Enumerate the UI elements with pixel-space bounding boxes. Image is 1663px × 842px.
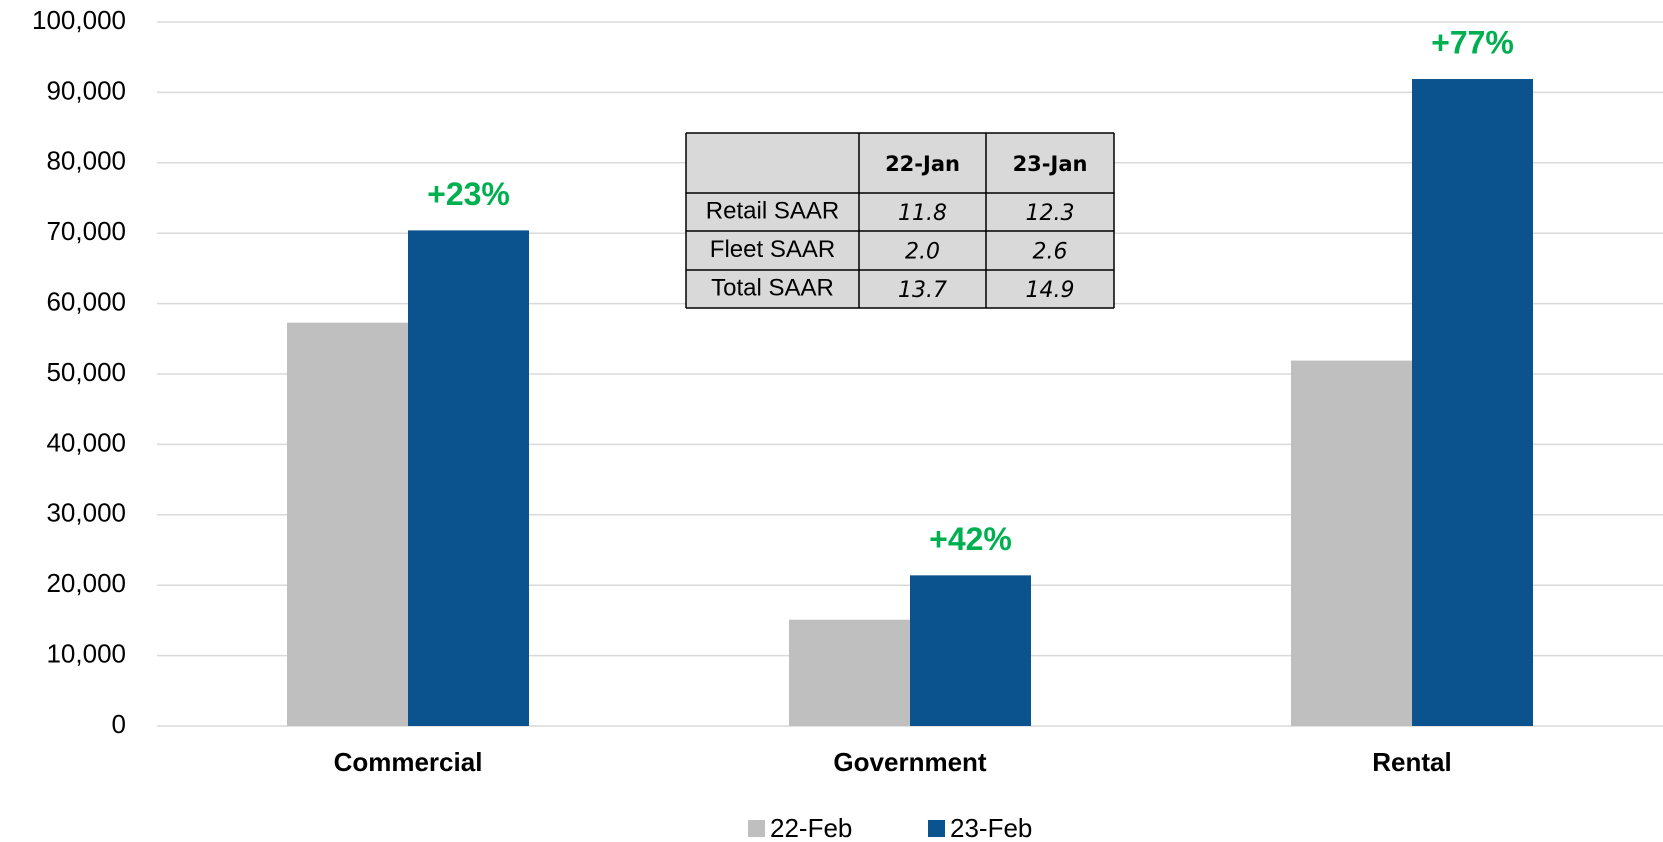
y-tick-label: 100,000 <box>32 5 126 35</box>
table-row-label: Retail SAAR <box>706 197 839 224</box>
table-cell: 13.7 <box>898 278 947 303</box>
table-row-label: Fleet SAAR <box>710 236 835 263</box>
y-tick-label: 40,000 <box>46 427 126 457</box>
x-tick-label: Rental <box>1372 747 1451 777</box>
x-tick-label: Government <box>833 747 986 777</box>
table-cell: 14.9 <box>1026 278 1075 303</box>
table-cell: 2.6 <box>1033 240 1068 265</box>
bar <box>408 230 529 726</box>
y-tick-label: 10,000 <box>46 638 126 668</box>
table-header: 23-Jan <box>1013 152 1088 176</box>
y-tick-label: 60,000 <box>46 286 126 316</box>
x-tick-label: Commercial <box>334 747 483 777</box>
legend-swatch <box>748 820 765 837</box>
y-tick-label: 20,000 <box>46 568 126 598</box>
legend-label: 23-Feb <box>950 813 1032 842</box>
bar <box>789 619 910 726</box>
table-row-label: Total SAAR <box>711 274 834 301</box>
bar <box>1412 79 1533 727</box>
y-tick-label: 90,000 <box>46 75 126 105</box>
annotation: +77% <box>1431 24 1514 60</box>
table-cell: 11.8 <box>898 201 947 226</box>
table-header-bg <box>686 133 1114 193</box>
bar <box>1291 360 1412 726</box>
table-header: 22-Jan <box>885 152 960 176</box>
y-tick-label: 50,000 <box>46 357 126 387</box>
annotation: +42% <box>929 521 1012 557</box>
y-tick-label: 30,000 <box>46 498 126 528</box>
legend-label: 22-Feb <box>770 813 852 842</box>
legend-swatch <box>928 820 945 837</box>
annotation: +23% <box>427 176 510 212</box>
bar <box>910 575 1031 726</box>
bar <box>287 322 408 726</box>
y-tick-label: 70,000 <box>46 216 126 246</box>
table-cell: 12.3 <box>1026 201 1075 226</box>
table-body-bg <box>686 193 1114 308</box>
table-cell: 2.0 <box>905 240 940 265</box>
y-tick-label: 80,000 <box>46 146 126 176</box>
y-tick-label: 0 <box>112 709 126 739</box>
